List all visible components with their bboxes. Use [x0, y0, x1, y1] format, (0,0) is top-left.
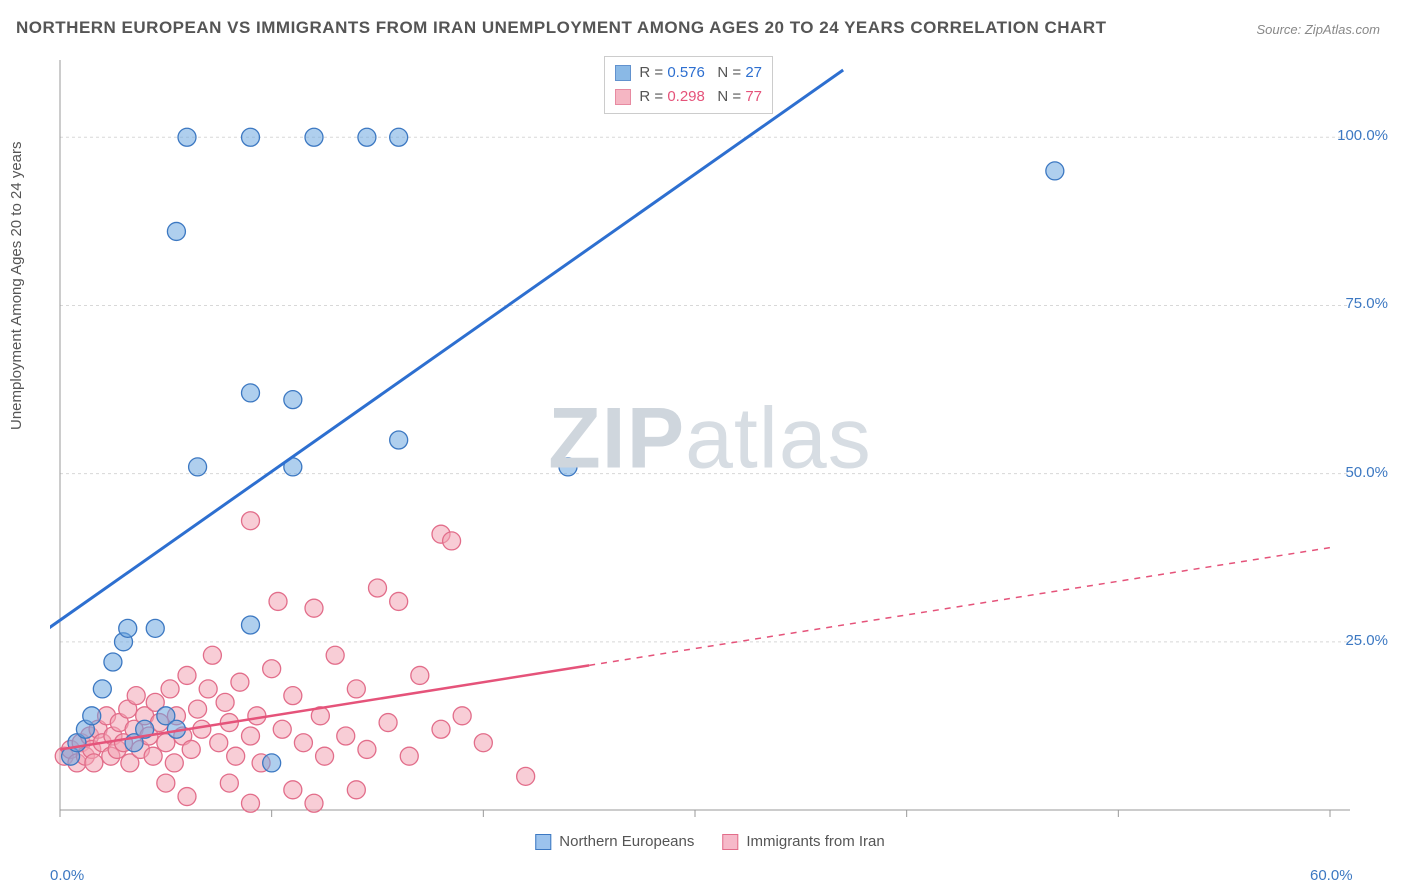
chart-source: Source: ZipAtlas.com [1256, 22, 1380, 37]
legend-item: Immigrants from Iran [722, 833, 884, 850]
legend-row: R = 0.298 N = 77 [615, 85, 762, 109]
legend-row: R = 0.576 N = 27 [615, 61, 762, 85]
scatter-chart [50, 50, 1370, 860]
legend-item: Northern Europeans [535, 833, 694, 850]
legend-swatch [615, 65, 631, 81]
legend-label: Northern Europeans [559, 833, 694, 850]
correlation-legend: R = 0.576 N = 27R = 0.298 N = 77 [604, 56, 773, 114]
legend-swatch [615, 89, 631, 105]
legend-stats: R = 0.576 N = 27 [639, 61, 762, 85]
legend-stats: R = 0.298 N = 77 [639, 85, 762, 109]
x-tick-label: 60.0% [1310, 867, 1353, 884]
y-tick-label: 75.0% [1345, 295, 1388, 312]
y-tick-label: 25.0% [1345, 632, 1388, 649]
x-tick-label: 0.0% [50, 867, 84, 884]
legend-swatch [535, 834, 551, 850]
legend-swatch [722, 834, 738, 850]
y-tick-label: 50.0% [1345, 464, 1388, 481]
y-tick-label: 100.0% [1337, 127, 1388, 144]
y-axis-label: Unemployment Among Ages 20 to 24 years [8, 141, 25, 430]
chart-title: NORTHERN EUROPEAN VS IMMIGRANTS FROM IRA… [16, 18, 1106, 38]
series-legend: Northern Europeans Immigrants from Iran [535, 833, 884, 850]
legend-label: Immigrants from Iran [746, 833, 884, 850]
plot-area: ZIPatlas R = 0.576 N = 27R = 0.298 N = 7… [50, 50, 1370, 860]
